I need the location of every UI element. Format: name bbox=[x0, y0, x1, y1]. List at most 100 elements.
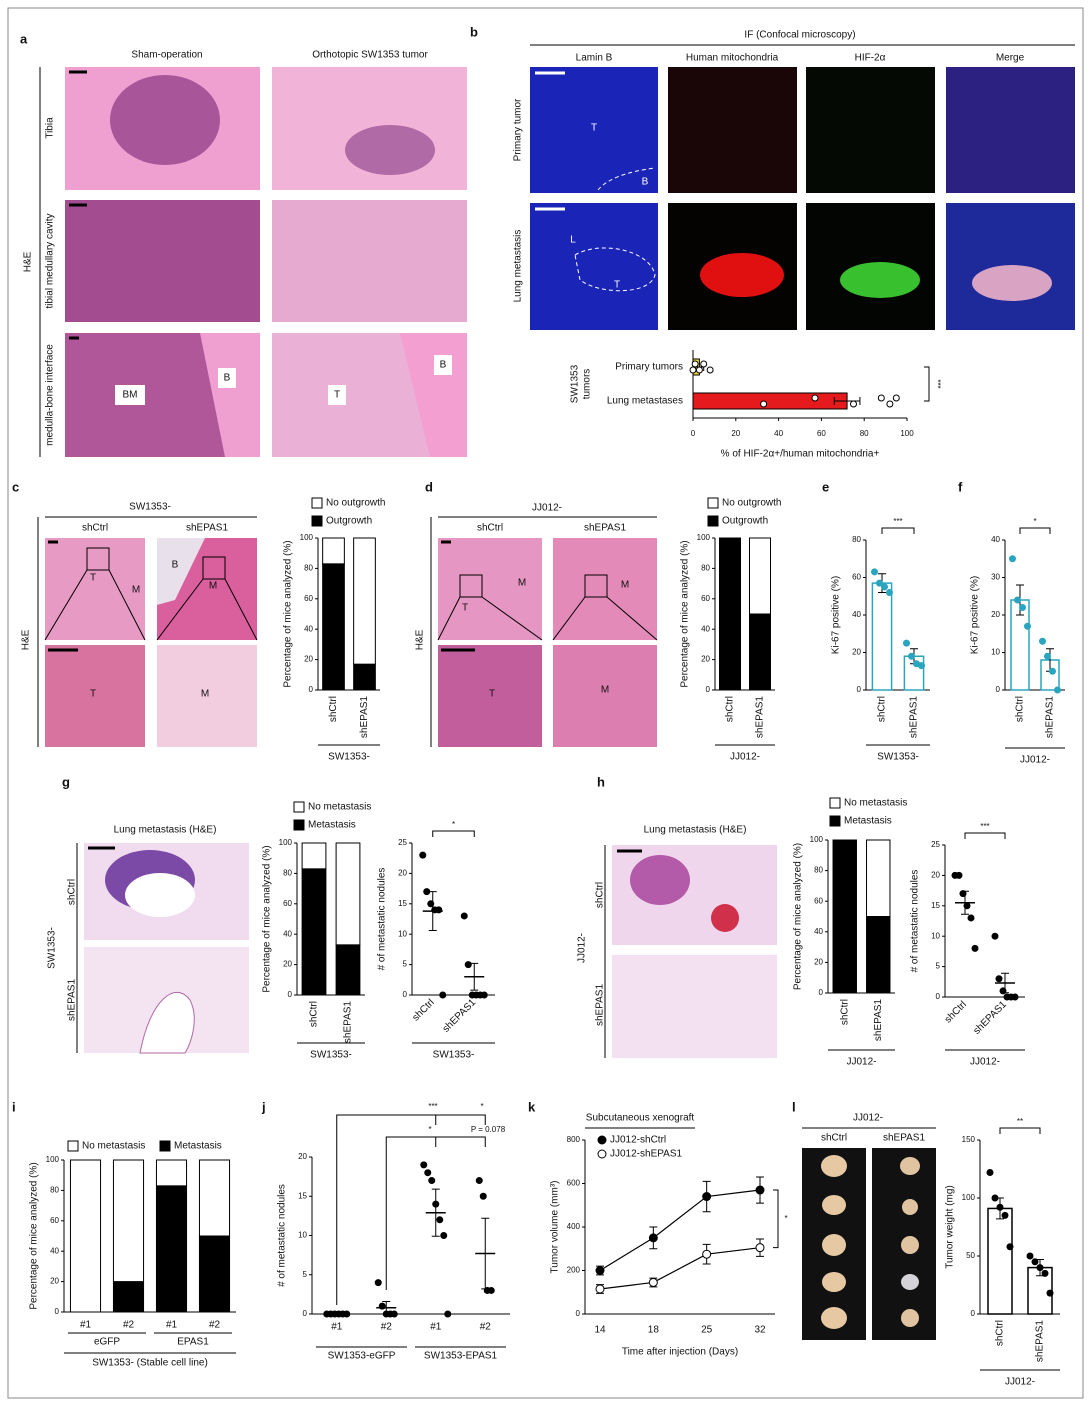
y-tick-label: 15 bbox=[398, 899, 407, 908]
data-point bbox=[444, 1310, 452, 1318]
row-title: Tibia bbox=[45, 117, 56, 139]
data-point bbox=[1049, 667, 1056, 675]
y-tick-label: 40 bbox=[701, 624, 710, 633]
y-tick-label: 100 bbox=[300, 533, 314, 542]
y-tick-label: 80 bbox=[852, 535, 861, 544]
group-label: SW1353- bbox=[328, 752, 370, 763]
chart-title: Subcutaneous xenograft bbox=[586, 1113, 695, 1124]
y-tick-label: 80 bbox=[50, 1186, 59, 1195]
image-label: T bbox=[462, 603, 468, 614]
x-tick-label: #1 bbox=[430, 1322, 442, 1333]
image bbox=[530, 67, 658, 193]
image-label: L bbox=[570, 235, 576, 246]
x-tick-label: shEPAS1 bbox=[1035, 1320, 1046, 1362]
zoom-line bbox=[156, 578, 204, 641]
image bbox=[822, 1234, 846, 1256]
column-title: shEPAS1 bbox=[883, 1133, 925, 1144]
x-tick-label: shEPAS1 bbox=[755, 696, 766, 738]
image-label: T bbox=[90, 689, 96, 700]
bracket bbox=[924, 366, 930, 402]
y-axis-title: Percentage of mice analyzed (%) bbox=[793, 843, 804, 990]
data-point bbox=[971, 944, 979, 952]
data-point bbox=[428, 1177, 436, 1185]
legend-swatch bbox=[159, 1140, 171, 1152]
bar bbox=[987, 1207, 1013, 1315]
data-point bbox=[959, 890, 967, 898]
data-point bbox=[595, 1266, 605, 1275]
image bbox=[125, 873, 195, 917]
y-tick-label: 10 bbox=[991, 648, 1000, 657]
column-title: shEPAS1 bbox=[584, 523, 626, 534]
panel-g-images bbox=[76, 843, 249, 1054]
image bbox=[902, 1199, 918, 1215]
data-point bbox=[1019, 604, 1026, 611]
data-point bbox=[1014, 596, 1021, 604]
image-label: M bbox=[209, 581, 217, 592]
significance: *** bbox=[893, 517, 902, 526]
group-label: JJ012- bbox=[846, 1057, 876, 1068]
image bbox=[901, 1309, 919, 1327]
data-point bbox=[706, 366, 714, 374]
zoom-line bbox=[606, 596, 658, 641]
legend-label: Outgrowth bbox=[722, 516, 768, 527]
zoom-line bbox=[481, 596, 543, 641]
image-label: M bbox=[132, 585, 140, 596]
image bbox=[553, 538, 657, 640]
significance: * bbox=[784, 1214, 787, 1223]
x-tick-label: shCtrl bbox=[309, 1001, 320, 1027]
y-tick-label: 80 bbox=[304, 564, 313, 573]
data-point bbox=[435, 906, 443, 914]
row-title: shEPAS1 bbox=[67, 979, 78, 1021]
image bbox=[139, 991, 195, 1054]
column-title: shCtrl bbox=[82, 523, 108, 534]
x-tick-label: shCtrl bbox=[995, 1320, 1006, 1346]
y-tick-label: 5 bbox=[303, 1270, 308, 1279]
panel-title: JJ012- bbox=[853, 1113, 883, 1124]
data-point bbox=[1044, 652, 1051, 660]
data-point bbox=[1046, 1289, 1054, 1297]
y-tick-label: 0 bbox=[971, 1309, 976, 1318]
y-tick-label: 10 bbox=[398, 929, 407, 938]
y-tick-label: 400 bbox=[567, 1222, 581, 1231]
image bbox=[110, 75, 220, 165]
data-point bbox=[963, 902, 971, 910]
significance: ** bbox=[1017, 1117, 1023, 1126]
y-tick-label: 20 bbox=[701, 655, 710, 664]
column-title: Human mitochondria bbox=[686, 53, 779, 64]
significance: *** bbox=[933, 379, 942, 388]
data-point bbox=[811, 394, 819, 402]
y-tick-label: 40 bbox=[304, 624, 313, 633]
data-point bbox=[886, 400, 894, 408]
row-title: Lung metastasis bbox=[513, 230, 524, 303]
y-tick-label: 20 bbox=[931, 871, 940, 880]
legend-label: JJ012-shEPAS1 bbox=[610, 1149, 683, 1160]
legend-swatch bbox=[293, 801, 305, 813]
y-tick-label: 40 bbox=[283, 929, 292, 938]
x-tick-label: 0 bbox=[691, 429, 696, 438]
image bbox=[157, 645, 257, 747]
label-box bbox=[328, 385, 346, 405]
image bbox=[630, 855, 690, 905]
stain-label: H&E bbox=[21, 629, 32, 650]
legend-swatch bbox=[707, 497, 719, 509]
y-tick-label: Primary tumors bbox=[615, 362, 683, 373]
data-point bbox=[1009, 555, 1016, 563]
row-title: shCtrl bbox=[67, 879, 78, 905]
legend-label: Outgrowth bbox=[326, 516, 372, 527]
group-label: SW1353- bbox=[310, 1050, 352, 1061]
data-point bbox=[850, 400, 857, 408]
image bbox=[612, 955, 777, 1058]
y-axis-title: Percentage of mice analyzed (%) bbox=[680, 540, 691, 687]
legend-swatch bbox=[293, 819, 305, 831]
axis-title: tumors bbox=[582, 369, 593, 400]
image bbox=[438, 538, 542, 640]
image bbox=[438, 645, 542, 747]
error-bar bbox=[431, 1188, 440, 1237]
y-axis-title: Ki-67 positive (%) bbox=[831, 576, 842, 654]
bar-segment bbox=[335, 842, 361, 946]
group-label: JJ012- bbox=[970, 1057, 1000, 1068]
data-point bbox=[967, 914, 975, 922]
stain-label: H&E bbox=[415, 629, 426, 650]
x-tick-label: shCtrl bbox=[877, 696, 888, 722]
